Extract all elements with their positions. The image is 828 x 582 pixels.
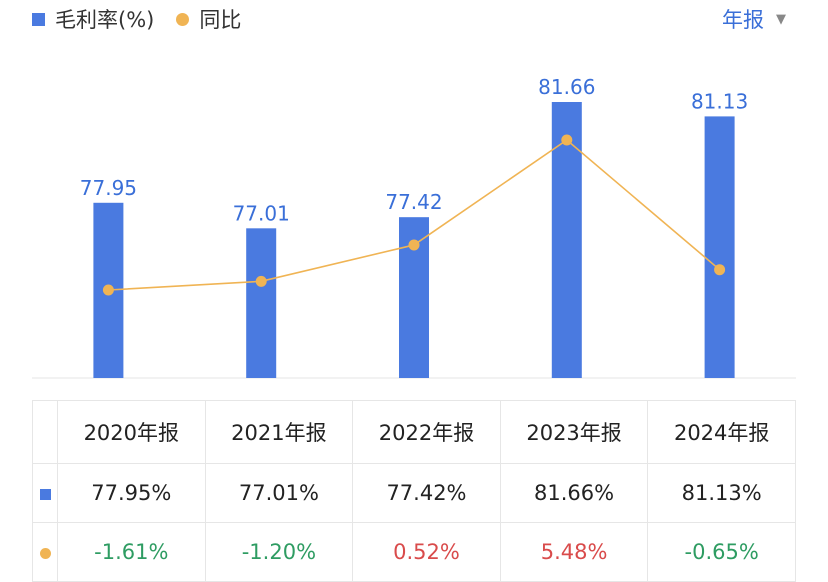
yoy-line-layer — [102, 134, 726, 296]
table-header-cell: 2021年报 — [204, 400, 354, 464]
bar-2021年报 — [246, 228, 277, 378]
yoy-point-2021年报 — [255, 275, 267, 287]
bar-value-label: 81.13 — [691, 89, 748, 113]
table-corner-cell — [32, 400, 58, 464]
chart-legend: 毛利率(%) 同比 — [32, 6, 241, 32]
table-row-yoy: -1.61% -1.20% 0.52% 5.48% -0.65% — [32, 522, 796, 582]
table-cell: -1.20% — [204, 522, 354, 582]
legend-bar-swatch — [32, 12, 45, 26]
table-header-cell: 2024年报 — [647, 400, 796, 464]
table-row-gross-margin: 77.95% 77.01% 77.42% 81.66% 81.13% — [32, 463, 796, 523]
legend-line-swatch — [176, 12, 190, 26]
yoy-point-2023年报 — [561, 134, 573, 146]
table-cell: 0.52% — [352, 522, 501, 582]
period-selector[interactable]: 年报 ▼ — [722, 6, 786, 32]
table-cell: 5.48% — [499, 522, 649, 582]
legend-line-label: 同比 — [199, 8, 242, 32]
bar-value-label: 77.01 — [233, 201, 290, 225]
bars-layer: 77.95 77.01 77.42 81.66 81.13 — [80, 75, 748, 378]
bar-marker-icon — [39, 489, 51, 500]
table-header-cell: 2023年报 — [499, 400, 649, 464]
table-cell: 77.95% — [57, 463, 206, 523]
table-cell: 77.01% — [204, 463, 354, 523]
bar-value-label: 77.95 — [80, 176, 137, 200]
table-cell: 81.66% — [499, 463, 649, 523]
period-selector-label: 年报 — [722, 8, 764, 32]
yoy-point-2020年报 — [102, 284, 114, 296]
row-marker-cell — [32, 522, 58, 582]
data-table: 2020年报 2021年报 2022年报 2023年报 2024年报 77.95… — [32, 400, 796, 582]
bar-2024年报 — [704, 116, 735, 378]
line-marker-icon — [39, 548, 51, 559]
table-header-cell: 2020年报 — [57, 400, 206, 464]
table-cell: -1.61% — [57, 522, 206, 582]
table-cell: -0.65% — [647, 522, 796, 582]
chevron-down-icon: ▼ — [776, 11, 786, 27]
yoy-point-2022年报 — [408, 239, 420, 251]
bar-value-label: 81.66 — [538, 75, 595, 99]
chart-canvas: 77.95 77.01 77.42 81.66 81.13 — [32, 75, 796, 379]
table-cell: 77.42% — [352, 463, 501, 523]
table-header-cell: 2022年报 — [352, 400, 501, 464]
table-header-row: 2020年报 2021年报 2022年报 2023年报 2024年报 — [32, 400, 796, 464]
legend-bar-label: 毛利率(%) — [55, 8, 155, 32]
table-cell: 81.13% — [647, 463, 796, 523]
bar-value-label: 77.42 — [385, 190, 442, 214]
yoy-point-2024年报 — [714, 264, 726, 276]
row-marker-cell — [32, 463, 58, 523]
